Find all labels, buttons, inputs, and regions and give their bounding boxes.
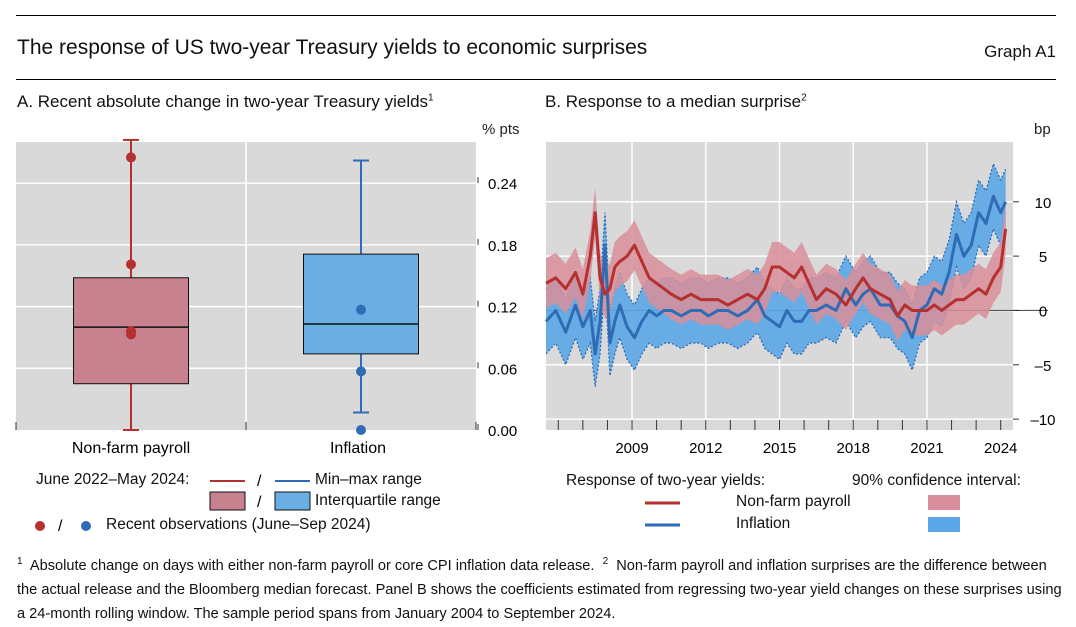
panel-b-ytick-label: –5: [1035, 358, 1052, 375]
top-rule: [16, 15, 1056, 16]
legend-inflation-obs-dot: [81, 521, 91, 531]
legend-slash-3: /: [58, 518, 63, 535]
panel-b-xtick-label: 2021: [910, 440, 943, 457]
legend-slash-1: /: [257, 473, 262, 490]
legend-minmax-label: Min–max range: [315, 471, 422, 488]
panel-b-unit: bp: [1034, 121, 1051, 138]
legend-slash-2: /: [257, 494, 262, 511]
box-nfp-recent-obs: [126, 329, 136, 340]
panel-b-band-inflation: [546, 163, 1006, 387]
legend-nfp-label: Non-farm payroll: [736, 493, 851, 510]
panel-b-ytick-label: –10: [1030, 412, 1055, 429]
box-inflation-iqr: [303, 253, 419, 355]
legend-nfp-ci-swatch: [928, 495, 960, 510]
legend-ci-title: 90% confidence interval:: [852, 472, 1021, 489]
panel-a-ytick-label: 0.06: [488, 361, 517, 378]
title-rule: [16, 79, 1056, 80]
legend-inflation-iqr-swatch: [274, 491, 311, 511]
legend-inflation-ci-swatch: [928, 517, 960, 532]
legend-a-swatches: / /: [209, 473, 311, 511]
legend-inflation-label: Inflation: [736, 515, 791, 532]
graph-id: Graph A1: [984, 42, 1056, 61]
panel-a-chart: 0.00 0.06 0.12 0.18 0.24 Non-farm payroll In…: [15, 138, 517, 457]
panel-a-title: A. Recent absolute change in two-year Tr…: [17, 92, 434, 111]
panel-a-ytick-label: 0.24: [488, 176, 517, 193]
box-nfp-recent-obs: [126, 152, 136, 163]
panel-a-ytick-label: 0.12: [488, 300, 517, 317]
legend-period: June 2022–May 2024:: [36, 471, 190, 488]
box-inflation-recent-obs: [356, 304, 366, 315]
panel-b-line-nfp: [545, 211, 1008, 318]
panel-b-xtick-label: 2024: [984, 440, 1017, 457]
panel-b-title: B. Response to a median surprise2: [545, 92, 807, 111]
panel-a-ytick-label: 0.00: [488, 423, 517, 440]
panel-b-xtick-label: 2009: [615, 440, 648, 457]
panel-b-ytick-label: 10: [1035, 195, 1052, 212]
panel-b-ytick-label: 0: [1039, 303, 1047, 320]
legend-response-title: Response of two-year yields:: [566, 472, 766, 489]
panel-a-unit: % pts: [482, 121, 520, 138]
panel-a-ytick-label: 0.18: [488, 238, 517, 255]
legend-iqr-label: Interquartile range: [315, 492, 441, 509]
panel-b-ytick-label: 5: [1039, 249, 1047, 266]
legend-obs-label: Recent observations (June–Sep 2024): [106, 516, 371, 533]
legend-obs-markers: /: [35, 518, 91, 535]
panel-b-line-inflation: [544, 194, 1007, 356]
page-title: The response of US two-year Treasury yie…: [17, 36, 648, 59]
panel-a-category-inflation: Inflation: [330, 440, 386, 457]
box-inflation-recent-obs: [356, 366, 366, 377]
legend-nfp-obs-dot: [35, 521, 45, 531]
box-nfp-recent-obs: [126, 259, 136, 270]
box-inflation-recent-obs: [356, 425, 366, 435]
panel-b-band-edge-inflation-lower: [545, 227, 1007, 387]
panel-a-category-nfp: Non-farm payroll: [72, 440, 190, 457]
panel-b-xtick-label: 2015: [763, 440, 796, 457]
panel-b-xtick-label: 2018: [837, 440, 870, 457]
footnote: 1 Absolute change on days with either no…: [17, 556, 1062, 622]
legend-b-swatches: [645, 495, 960, 532]
panel-b-chart: –10 –5 0 5 10 2009 2012 2015 2018 2021 2024: [544, 142, 1056, 457]
panel-b-xtick-label: 2012: [689, 440, 722, 457]
legend-nfp-iqr-swatch: [209, 491, 246, 511]
